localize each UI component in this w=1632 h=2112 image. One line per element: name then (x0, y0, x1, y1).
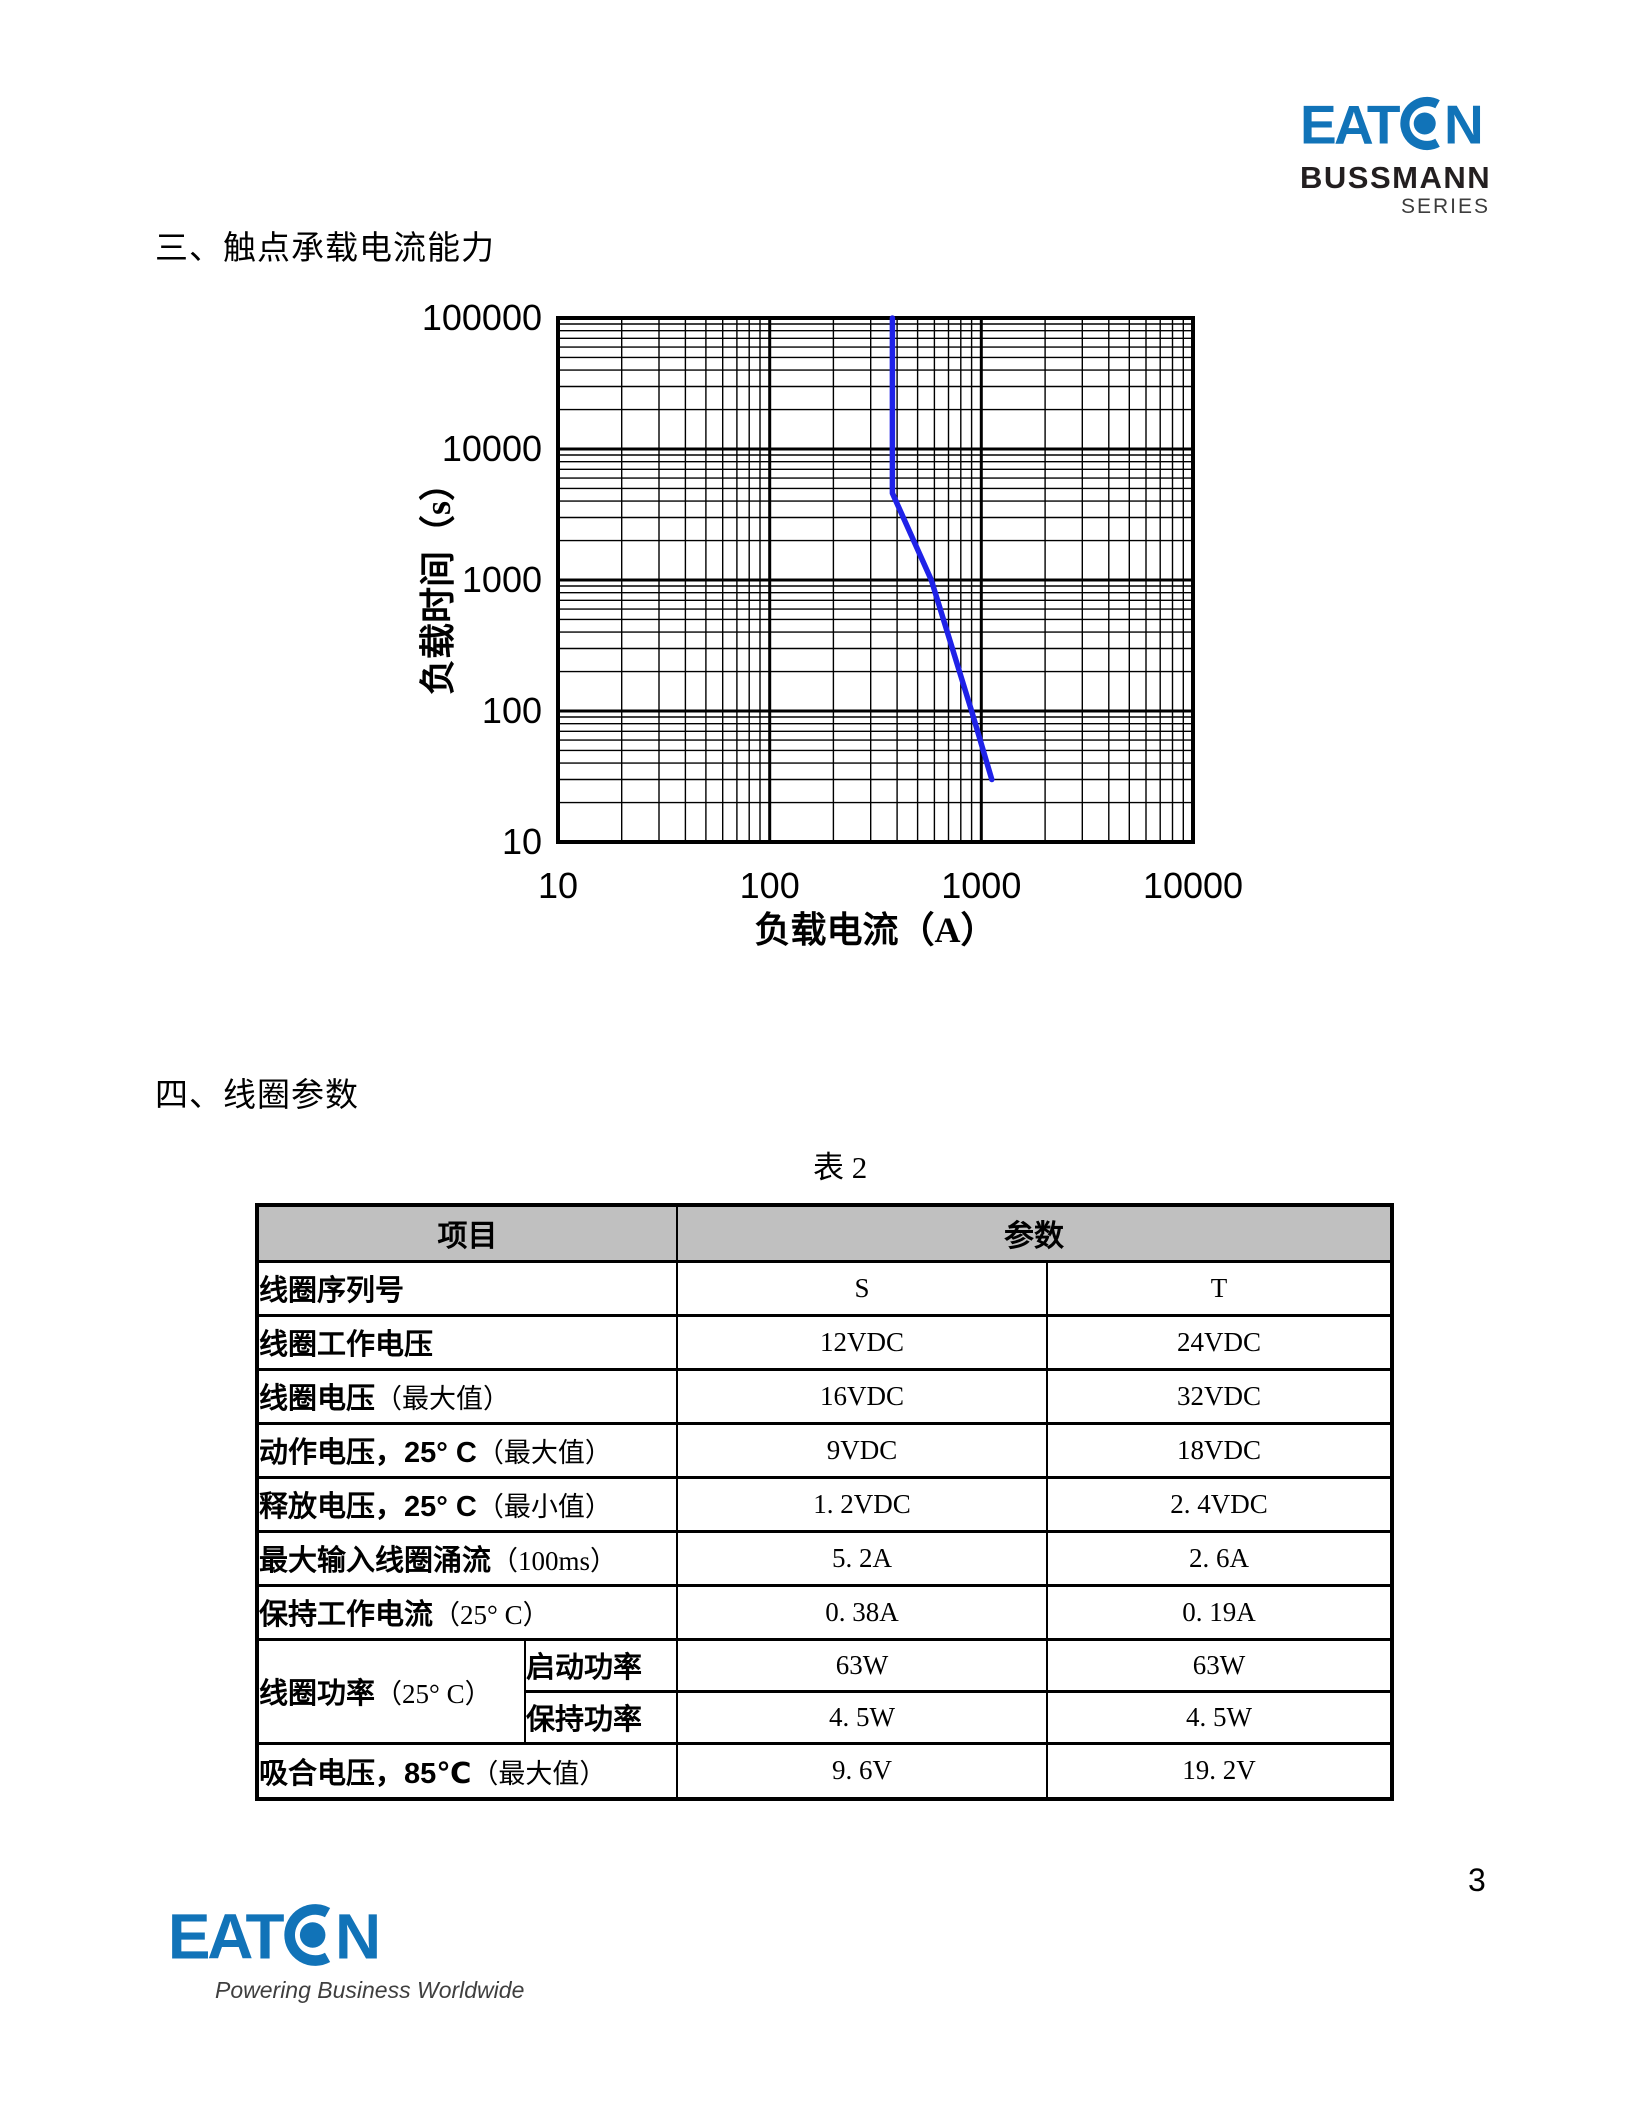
eaton-logo: EAT N (167, 1902, 497, 1968)
eaton-logo-svg: EAT N (1300, 95, 1484, 152)
y-tick-label: 1000 (462, 559, 542, 600)
row-label-text: 吸合电压，85℃ (259, 1757, 472, 1790)
row-label: 保持工作电流（25° C） (256, 1583, 678, 1641)
row-label: 最大输入线圈涌流（100ms） (256, 1529, 678, 1587)
eaton-logo-eat: EAT (168, 1902, 285, 1968)
row-label-text: 释放电压，25° C (259, 1491, 477, 1523)
y-axis-title: 负载时间（s） (418, 465, 458, 695)
sub-label-text: 启动功率 (526, 1652, 643, 1684)
header-item: 项目 (256, 1203, 678, 1263)
table-caption: 表 2 (813, 1150, 868, 1185)
eaton-logo: EAT N (1300, 95, 1490, 152)
section-3-title: 三、触点承载电流能力 (155, 231, 495, 267)
series-wordmark: SERIES (1400, 195, 1490, 218)
eaton-tagline: Powering Business Worldwide (215, 1977, 525, 2003)
eaton-bussmann-logo: EAT N BUSSMANN SERIES (1300, 95, 1490, 217)
contact-current-capacity-chart: 100000 10000 1000 100 10 10 100 1000 10000 负载电流（A… (380, 280, 1260, 990)
table-header-row: 项目 参数 (256, 1203, 1393, 1263)
eaton-footer-logo: EAT N Powering Business Worldwide (167, 1902, 525, 2004)
row-label-coil-power: 线圈功率（25° C） (256, 1637, 526, 1745)
row-label-note: （25° C） (433, 1600, 550, 1630)
eaton-logo-n: N (1444, 95, 1481, 152)
section-4-title: 四、线圈参数 (155, 1078, 359, 1114)
value-t: T (1046, 1259, 1393, 1317)
row-label-text: 线圈工作电压 (259, 1329, 434, 1361)
row-label: 线圈工作电压 (256, 1313, 678, 1371)
value-s: 1. 2VDC (676, 1475, 1048, 1533)
value-t: 19. 2V (1046, 1741, 1393, 1801)
row-label-note: （最大值） (471, 1758, 607, 1789)
row-label: 线圈序列号 (256, 1259, 678, 1317)
y-tick-label: 100000 (422, 297, 542, 338)
row-label-note: （最大值） (375, 1384, 511, 1414)
value-t: 63W (1046, 1637, 1393, 1693)
row-label-text: 线圈电压 (259, 1383, 376, 1415)
eaton-logo-eat: EAT (1300, 95, 1401, 152)
eaton-o-dot (299, 1922, 326, 1948)
eaton-o-crescent (284, 1904, 331, 1966)
x-tick-label: 100 (740, 865, 800, 906)
sub-label-text: 保持功率 (526, 1704, 643, 1736)
coil-parameters-table: 项目 参数 线圈序列号 S T 线圈工作电压 12VDC 24VDC 线圈电压（… (255, 1203, 1394, 1801)
eaton-o-dot (1413, 112, 1436, 135)
row-label: 吸合电压，85℃（最大值） (256, 1741, 678, 1801)
table-row: 保持工作电流（25° C） 0. 38A 0. 19A (256, 1583, 1393, 1641)
value-s: 9VDC (676, 1421, 1048, 1479)
x-tick-label: 10 (538, 865, 578, 906)
row-label: 线圈电压（最大值） (256, 1367, 678, 1425)
value-s: 4. 5W (676, 1689, 1048, 1745)
value-t: 0. 19A (1046, 1583, 1393, 1641)
value-t: 2. 4VDC (1046, 1475, 1393, 1533)
row-label-note: （25° C） (375, 1679, 492, 1709)
table-row: 吸合电压，85℃（最大值） 9. 6V 19. 2V (256, 1741, 1393, 1801)
value-s: S (676, 1259, 1048, 1317)
table-row: 线圈工作电压 12VDC 24VDC (256, 1313, 1393, 1371)
value-s: 63W (676, 1637, 1048, 1693)
eaton-logo-svg: EAT N (168, 1902, 381, 1968)
row-label: 释放电压，25° C（最小值） (256, 1475, 678, 1533)
value-s: 0. 38A (676, 1583, 1048, 1641)
curve-contact-capacity (889, 315, 995, 783)
eaton-o-crescent (1400, 96, 1440, 151)
value-t: 18VDC (1046, 1421, 1393, 1479)
sub-label-start-power: 启动功率 (524, 1637, 678, 1693)
y-tick-label: 10000 (442, 428, 542, 469)
value-t: 4. 5W (1046, 1689, 1393, 1745)
value-t: 24VDC (1046, 1313, 1393, 1371)
table-row: 动作电压，25° C（最大值） 9VDC 18VDC (256, 1421, 1393, 1479)
row-label-note: （最小值） (476, 1492, 612, 1522)
eaton-logo-n: N (335, 1902, 378, 1968)
y-tick-label: 10 (502, 821, 542, 862)
value-s: 12VDC (676, 1313, 1048, 1371)
row-label-text: 最大输入线圈涌流 (259, 1545, 492, 1577)
table-row: 最大输入线圈涌流（100ms） 5. 2A 2. 6A (256, 1529, 1393, 1587)
table-row: 释放电压，25° C（最小值） 1. 2VDC 2. 4VDC (256, 1475, 1393, 1533)
x-axis-title: 负载电流（A） (755, 910, 997, 950)
table-row: 线圈电压（最大值） 16VDC 32VDC (256, 1367, 1393, 1425)
row-label-text: 保持工作电流 (259, 1599, 434, 1631)
x-tick-label: 1000 (941, 865, 1021, 906)
value-s: 5. 2A (676, 1529, 1048, 1587)
y-tick-label: 100 (482, 690, 542, 731)
row-label-text: 动作电压，25° C (259, 1437, 477, 1469)
table-row: 线圈序列号 S T (256, 1259, 1393, 1317)
x-tick-label: 10000 (1143, 865, 1243, 906)
row-label-note: （100ms） (491, 1546, 618, 1576)
value-t: 2. 6A (1046, 1529, 1393, 1587)
value-t: 32VDC (1046, 1367, 1393, 1425)
value-s: 9. 6V (676, 1741, 1048, 1801)
row-label-note: （最大值） (476, 1438, 612, 1468)
value-s: 16VDC (676, 1367, 1048, 1425)
row-label: 动作电压，25° C（最大值） (256, 1421, 678, 1479)
table-row-coil-power-hold: 保持功率 4. 5W 4. 5W (257, 1689, 1393, 1745)
sub-label-hold-power: 保持功率 (524, 1689, 678, 1745)
header-param: 参数 (676, 1203, 1393, 1263)
bussmann-wordmark: BUSSMANN (1300, 160, 1492, 195)
row-label-text: 线圈功率 (259, 1678, 376, 1710)
table-row-coil-power-start: 线圈功率（25° C） 启动功率 63W 63W (256, 1637, 1393, 1745)
page-number: 3 (1468, 1862, 1486, 1898)
row-label-text: 线圈序列号 (259, 1275, 405, 1307)
